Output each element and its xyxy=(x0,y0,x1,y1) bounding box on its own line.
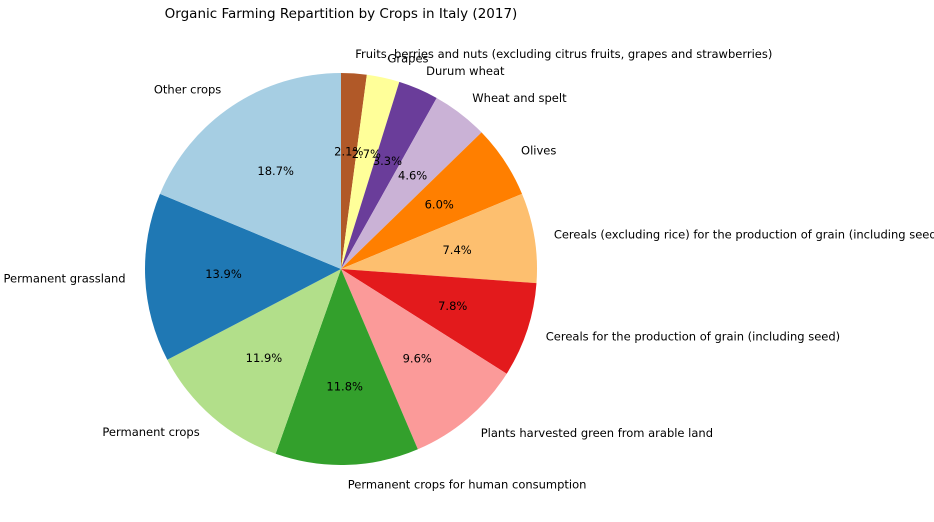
pie-slice xyxy=(341,73,367,269)
slice-category-label: Wheat and spelt xyxy=(472,91,567,105)
slice-category-label: Permanent crops for human consumption xyxy=(348,477,587,491)
pie-slice xyxy=(341,81,437,269)
slice-percent-label: 2.7% xyxy=(352,147,381,161)
slice-percent-label: 13.9% xyxy=(205,267,242,281)
pie-slices xyxy=(145,73,538,465)
slice-percent-label: 4.6% xyxy=(398,169,427,183)
slice-category-label: Cereals for the production of grain (inc… xyxy=(546,329,840,343)
slice-category-label: Cereals (excluding rice) for the product… xyxy=(554,228,934,242)
pie-slice xyxy=(159,73,341,269)
chart-title: Organic Farming Repartition by Crops in … xyxy=(165,6,518,22)
slice-percent-label: 3.3% xyxy=(373,154,402,168)
slice-category-label: Permanent crops xyxy=(102,425,199,439)
slice-percent-label: 6.0% xyxy=(425,197,454,211)
slice-category-label: Permanent grassland xyxy=(4,272,126,286)
slice-percent-label: 7.4% xyxy=(442,243,471,257)
slice-category-label: Grapes xyxy=(387,51,428,65)
slice-percent-label: 11.8% xyxy=(326,380,363,394)
pie-slice xyxy=(341,74,400,270)
pie-slice xyxy=(341,269,507,450)
pie-slice xyxy=(145,193,341,360)
slice-percent-label: 11.9% xyxy=(246,351,283,365)
category-labels: Fruits, berries and nuts (excluding citr… xyxy=(4,47,934,492)
slice-category-label: Durum wheat xyxy=(426,64,505,78)
slice-category-label: Olives xyxy=(521,143,556,157)
pie-slice xyxy=(167,269,341,454)
pie-slice xyxy=(275,269,418,465)
slice-percent-label: 9.6% xyxy=(403,352,432,366)
slice-category-label: Fruits, berries and nuts (excluding citr… xyxy=(355,47,772,61)
pie-slice xyxy=(341,132,523,269)
percent-labels: 2.1%2.7%3.3%4.6% 6.0% 7.4% 7.8% 9.6% 11.8% 11.… xyxy=(205,145,472,394)
slice-percent-label: 7.8% xyxy=(438,299,467,313)
pie-slice xyxy=(341,269,537,374)
slice-percent-label: 18.7% xyxy=(257,164,294,178)
slice-percent-label: 2.1% xyxy=(334,145,363,159)
slice-category-label: Plants harvested green from arable land xyxy=(481,426,713,440)
slice-category-label: Other crops xyxy=(154,83,221,97)
pie-slice xyxy=(341,193,538,284)
pie-slice xyxy=(341,97,482,269)
